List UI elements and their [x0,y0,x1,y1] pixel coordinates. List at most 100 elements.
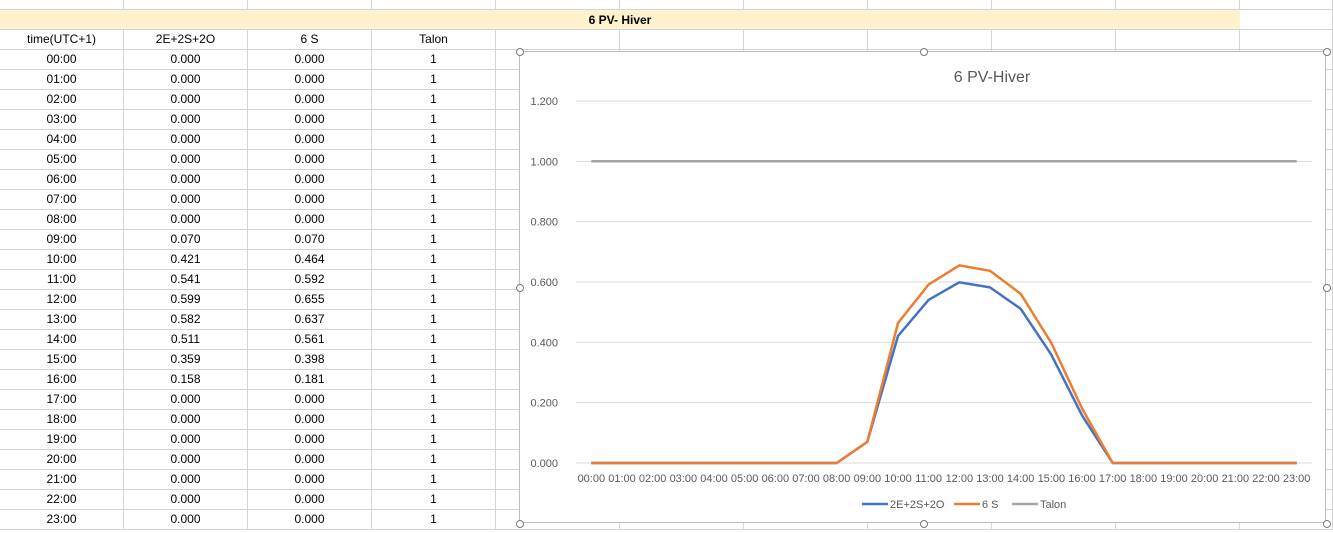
empty-cell[interactable] [868,0,992,10]
column-header[interactable]: 6 S [248,30,372,50]
table-cell[interactable]: 1 [372,430,496,450]
table-cell[interactable]: 1 [372,90,496,110]
table-cell[interactable]: 1 [372,350,496,370]
table-cell[interactable]: 1 [372,330,496,350]
table-cell[interactable]: 07:00 [0,190,124,210]
resize-handle[interactable] [516,48,524,56]
sheet-title-banner[interactable]: 6 PV- Hiver [0,10,1240,30]
table-cell[interactable]: 0.561 [248,330,372,350]
empty-cell[interactable] [0,0,124,10]
table-cell[interactable]: 0.070 [248,230,372,250]
table-cell[interactable]: 0.000 [124,210,248,230]
table-cell[interactable]: 01:00 [0,70,124,90]
table-cell[interactable]: 1 [372,310,496,330]
line-chart[interactable]: 6 PV-Hiver 0.000 0.200 0.400 0.600 0.800 1.000… [516,48,1331,528]
table-cell[interactable]: 1 [372,410,496,430]
empty-cell[interactable] [1116,30,1240,50]
table-cell[interactable]: 0.582 [124,310,248,330]
table-cell[interactable]: 1 [372,490,496,510]
table-cell[interactable]: 14:00 [0,330,124,350]
table-cell[interactable]: 1 [372,50,496,70]
table-cell[interactable]: 08:00 [0,210,124,230]
table-cell[interactable]: 0.000 [124,90,248,110]
table-cell[interactable]: 0.158 [124,370,248,390]
table-cell[interactable]: 1 [372,290,496,310]
table-cell[interactable]: 0.070 [124,230,248,250]
table-cell[interactable]: 0.000 [124,170,248,190]
resize-handle[interactable] [516,284,524,292]
column-header[interactable]: time(UTC+1) [0,30,124,50]
table-cell[interactable]: 19:00 [0,430,124,450]
table-cell[interactable]: 1 [372,130,496,150]
table-cell[interactable]: 1 [372,510,496,530]
table-cell[interactable]: 0.000 [248,450,372,470]
table-cell[interactable]: 13:00 [0,310,124,330]
table-cell[interactable]: 21:00 [0,470,124,490]
empty-cell[interactable] [744,0,868,10]
table-cell[interactable]: 0.421 [124,250,248,270]
table-cell[interactable]: 0.000 [248,390,372,410]
table-cell[interactable]: 1 [372,70,496,90]
table-cell[interactable]: 1 [372,390,496,410]
table-cell[interactable]: 0.000 [124,190,248,210]
empty-cell[interactable] [1240,10,1333,30]
resize-handle[interactable] [919,48,928,56]
table-cell[interactable]: 0.359 [124,350,248,370]
table-cell[interactable]: 0.000 [248,470,372,490]
table-cell[interactable]: 10:00 [0,250,124,270]
table-cell[interactable]: 02:00 [0,90,124,110]
table-cell[interactable]: 0.000 [248,150,372,170]
table-cell[interactable]: 00:00 [0,50,124,70]
table-cell[interactable]: 0.000 [124,430,248,450]
table-cell[interactable]: 03:00 [0,110,124,130]
empty-cell[interactable] [744,30,868,50]
table-cell[interactable]: 0.000 [248,210,372,230]
table-cell[interactable]: 0.000 [248,50,372,70]
table-cell[interactable]: 0.000 [248,70,372,90]
table-cell[interactable]: 0.464 [248,250,372,270]
resize-handle[interactable] [919,520,928,528]
empty-cell[interactable] [992,30,1116,50]
table-cell[interactable]: 0.000 [248,110,372,130]
table-cell[interactable]: 1 [372,230,496,250]
table-cell[interactable]: 0.000 [124,70,248,90]
resize-handle[interactable] [1323,520,1331,528]
empty-cell[interactable] [248,0,372,10]
table-cell[interactable]: 04:00 [0,130,124,150]
table-cell[interactable]: 0.000 [124,450,248,470]
table-cell[interactable]: 23:00 [0,510,124,530]
table-cell[interactable]: 0.000 [248,430,372,450]
table-cell[interactable]: 1 [372,250,496,270]
table-cell[interactable]: 0.000 [124,470,248,490]
table-cell[interactable]: 0.000 [248,510,372,530]
table-cell[interactable]: 1 [372,470,496,490]
table-cell[interactable]: 20:00 [0,450,124,470]
table-cell[interactable]: 0.000 [124,410,248,430]
table-cell[interactable]: 09:00 [0,230,124,250]
empty-cell[interactable] [620,0,744,10]
empty-cell[interactable] [1240,0,1333,10]
empty-cell[interactable] [992,0,1116,10]
table-cell[interactable]: 0.000 [248,490,372,510]
table-cell[interactable]: 0.000 [248,170,372,190]
table-cell[interactable]: 05:00 [0,150,124,170]
table-cell[interactable]: 0.592 [248,270,372,290]
table-cell[interactable]: 0.637 [248,310,372,330]
table-cell[interactable]: 22:00 [0,490,124,510]
table-cell[interactable]: 0.541 [124,270,248,290]
table-cell[interactable]: 11:00 [0,270,124,290]
table-cell[interactable]: 0.000 [248,410,372,430]
empty-cell[interactable] [1116,0,1240,10]
table-cell[interactable]: 12:00 [0,290,124,310]
empty-cell[interactable] [620,30,744,50]
table-cell[interactable]: 0.655 [248,290,372,310]
empty-cell[interactable] [1240,30,1333,50]
empty-cell[interactable] [496,0,620,10]
table-cell[interactable]: 0.000 [248,190,372,210]
table-cell[interactable]: 0.000 [248,90,372,110]
table-cell[interactable]: 0.000 [124,50,248,70]
column-header[interactable]: 2E+2S+2O [124,30,248,50]
table-cell[interactable]: 15:00 [0,350,124,370]
resize-handle[interactable] [1323,284,1331,292]
table-cell[interactable]: 1 [372,370,496,390]
